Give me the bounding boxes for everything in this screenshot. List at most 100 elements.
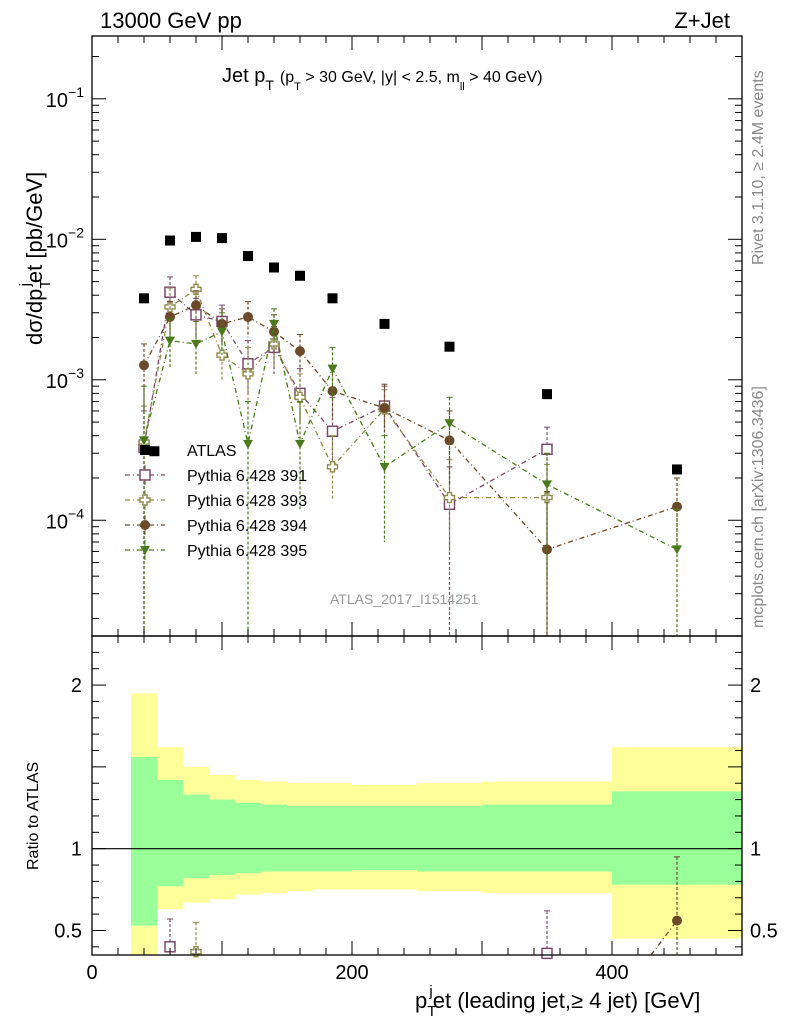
legend-label: Pythia 6.428 393 — [187, 493, 307, 510]
marker-square — [269, 262, 279, 273]
band-inner — [131, 757, 157, 926]
marker-open-cross — [216, 349, 228, 361]
title-main-sub: T — [265, 77, 274, 93]
marker-triangle — [542, 480, 552, 490]
marker-triangle — [165, 336, 175, 346]
marker-square — [327, 293, 338, 304]
ratio-frame — [91, 635, 743, 956]
title-cond-b: > 30 GeV, |y| < 2.5, m — [301, 69, 460, 86]
legend-item-atlas: ATLAS — [140, 443, 237, 460]
marker-triangle — [140, 546, 150, 555]
marker-open-cross — [326, 461, 339, 473]
marker-triangle — [243, 439, 253, 449]
marker-square — [217, 233, 227, 244]
legend-label: Pythia 6.428 394 — [187, 518, 307, 535]
xlabel-a: p — [415, 988, 427, 1013]
marker-triangle — [217, 327, 227, 337]
marker-circle — [139, 360, 149, 371]
marker-square — [139, 293, 149, 304]
band-inner — [183, 794, 209, 879]
marker-open-cross — [139, 494, 151, 506]
marker-triangle — [139, 436, 149, 446]
rivet-label: Rivet 3.1.10, ≥ 2.4M events — [750, 70, 767, 265]
y-tick-label-main: 10−3 — [46, 365, 84, 393]
band-inner — [287, 806, 313, 872]
title-main: Jet p — [222, 65, 265, 87]
band-inner — [417, 806, 482, 872]
marker-triangle — [327, 364, 338, 374]
band-inner — [209, 799, 235, 875]
y-tick-base: 10 — [46, 511, 68, 533]
legend-item-p391: Pythia 6.428 391 — [125, 465, 307, 485]
y-tick-label-ratio: 1 — [71, 839, 82, 861]
band-inner — [612, 791, 742, 885]
marker-square — [444, 341, 455, 352]
x-tick-label: 400 — [595, 962, 628, 984]
title-cond-a-sub: T — [294, 81, 301, 93]
ylabel-b: et [pb/GeV] — [22, 172, 47, 283]
title-cond-a: (p — [280, 69, 294, 86]
band-inner — [235, 802, 261, 874]
marker-circle — [379, 402, 390, 413]
marker-square — [191, 231, 201, 242]
marker-square — [165, 235, 175, 246]
y-tick-label-ratio: 2 — [71, 675, 82, 697]
band-inner — [482, 804, 612, 872]
marker-triangle — [379, 462, 390, 472]
x-axis-label: pTjet (leading jet,≥ 4 jet) [GeV] — [415, 983, 700, 1020]
y-tick-label-main: 10−2 — [46, 224, 84, 252]
marker-triangle — [444, 419, 455, 429]
marker-circle — [444, 435, 455, 446]
series-atlas — [139, 231, 682, 475]
marker-square — [295, 270, 305, 281]
marker-open-square — [326, 425, 339, 438]
legend-label: Pythia 6.428 391 — [187, 468, 307, 485]
y-tick-label-main: 10−1 — [46, 84, 84, 112]
tick-labels: 10−110−210−310−42 21 10.5 0.50 200 400 — [46, 84, 778, 984]
ratio-uncertainty-bands — [92, 693, 742, 955]
ylabel-a-sub: T — [37, 279, 54, 288]
marker-square — [140, 445, 150, 455]
marker-open-cross — [294, 391, 306, 404]
y-tick-base: 10 — [46, 371, 68, 393]
xlabel-a-sup: j — [428, 983, 432, 1000]
ylabel-a-sup: j — [17, 283, 34, 287]
series-line-p393 — [143, 288, 547, 499]
xlabel-a-sub: T — [427, 1003, 436, 1020]
y-axis-label-ratio: Ratio to ATLAS — [25, 762, 42, 870]
marker-open-cross — [190, 283, 202, 296]
series-p395 — [139, 308, 682, 636]
marker-triangle — [269, 319, 279, 329]
marker-circle — [327, 386, 338, 397]
ylabel-a: dσ/dp — [22, 289, 47, 345]
series-line-p394 — [143, 304, 678, 551]
legend-label: ATLAS — [187, 443, 237, 460]
y-tick-label-ratio-right: 0.5 — [750, 920, 778, 942]
legend-label: Pythia 6.428 395 — [187, 543, 307, 560]
marker-circle — [243, 311, 253, 322]
header-left: 13000 GeV pp — [100, 8, 242, 33]
marker-open-cross — [242, 368, 254, 380]
series-line-p391 — [143, 290, 548, 506]
marker-triangle — [672, 545, 682, 555]
plot-title: Jet pT (pT > 30 GeV, |y| < 2.5, mll > 40 … — [222, 65, 543, 93]
marker-circle — [295, 346, 305, 357]
marker-triangle — [295, 439, 305, 449]
y-tick-label-ratio-right: 1 — [750, 839, 761, 861]
analysis-watermark: ATLAS_2017_I1514251 — [330, 591, 479, 607]
marker-triangle — [191, 339, 201, 349]
y-axis-label-main: dσ/dpTjet [pb/GeV] — [17, 172, 54, 345]
series-line-p395 — [143, 323, 678, 551]
y-tick-label-main: 10−4 — [46, 505, 84, 533]
marker-circle — [191, 300, 201, 311]
mcplots-label: mcplots.cern.ch [arXiv:1306.3436] — [750, 386, 767, 628]
legend-item-p395: Pythia 6.428 395 — [125, 540, 307, 560]
marker-square — [379, 318, 390, 329]
marker-circle — [140, 520, 150, 530]
band-inner — [261, 804, 287, 872]
header-right: Z+Jet — [674, 8, 730, 33]
main-series-layer — [138, 231, 682, 636]
title-cond-c: > 40 GeV) — [465, 69, 543, 86]
y-tick-exp: −3 — [68, 365, 84, 381]
